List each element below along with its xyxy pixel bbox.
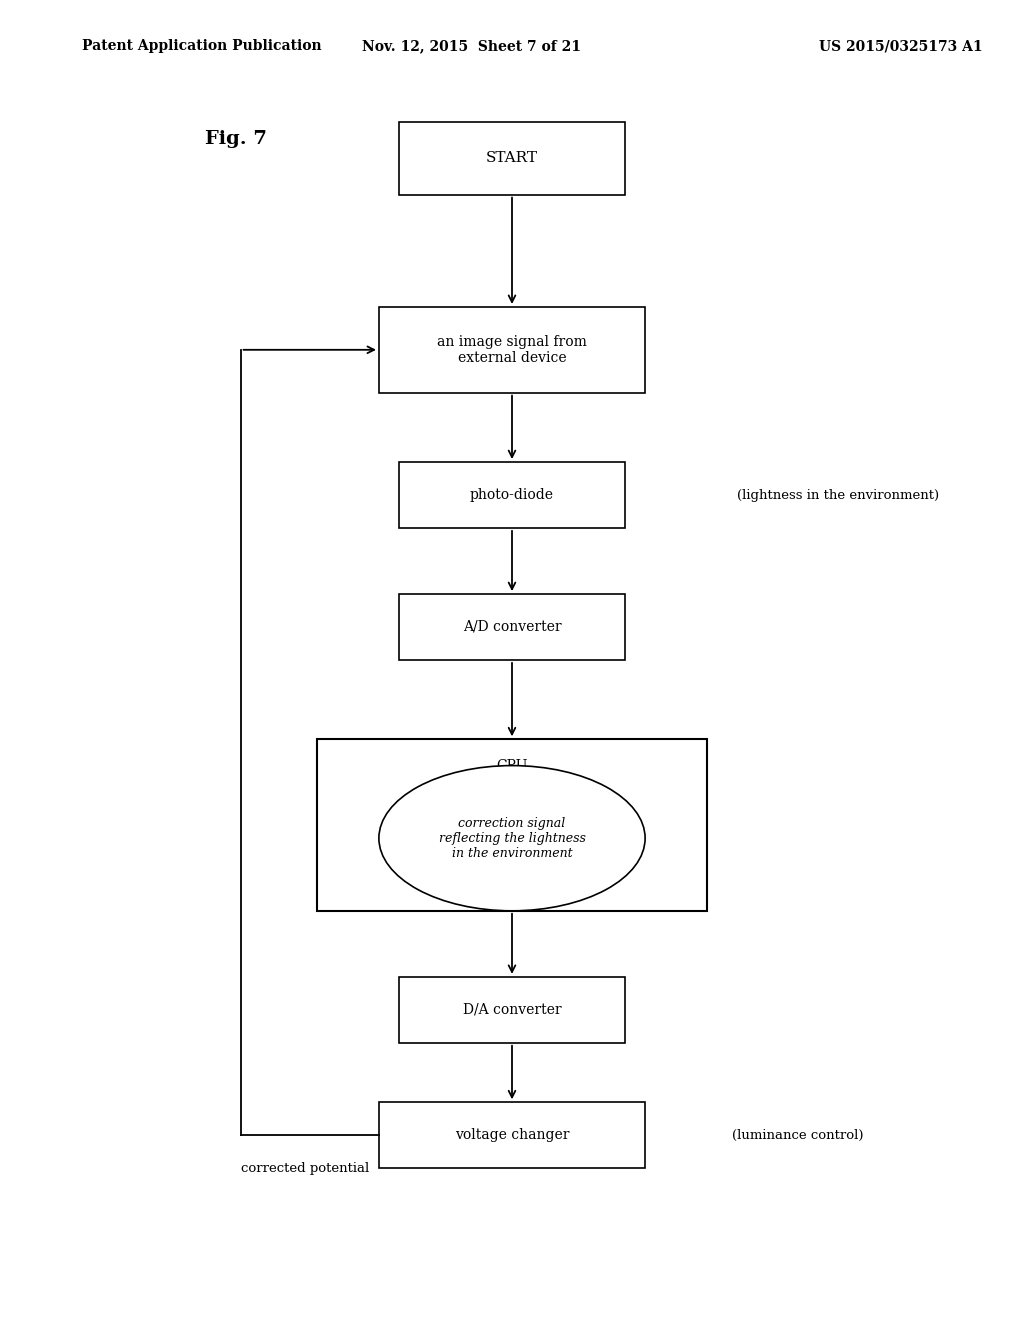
Ellipse shape: [379, 766, 645, 911]
Text: Fig. 7: Fig. 7: [205, 129, 266, 148]
Text: Nov. 12, 2015  Sheet 7 of 21: Nov. 12, 2015 Sheet 7 of 21: [361, 40, 581, 53]
Text: voltage changer: voltage changer: [455, 1129, 569, 1142]
Text: START: START: [486, 152, 538, 165]
FancyBboxPatch shape: [399, 121, 625, 195]
FancyBboxPatch shape: [379, 1102, 645, 1168]
Text: CPU: CPU: [497, 759, 527, 774]
FancyBboxPatch shape: [317, 739, 707, 911]
Text: US 2015/0325173 A1: US 2015/0325173 A1: [819, 40, 983, 53]
Text: D/A converter: D/A converter: [463, 1003, 561, 1016]
Text: an image signal from
external device: an image signal from external device: [437, 335, 587, 364]
FancyBboxPatch shape: [379, 306, 645, 393]
Text: corrected potential: corrected potential: [241, 1162, 369, 1175]
Text: A/D converter: A/D converter: [463, 620, 561, 634]
FancyBboxPatch shape: [399, 462, 625, 528]
Text: Patent Application Publication: Patent Application Publication: [82, 40, 322, 53]
Text: correction signal
reflecting the lightness
in the environment: correction signal reflecting the lightne…: [438, 817, 586, 859]
Text: photo-diode: photo-diode: [470, 488, 554, 502]
FancyBboxPatch shape: [399, 594, 625, 660]
Text: (lightness in the environment): (lightness in the environment): [737, 488, 939, 502]
FancyBboxPatch shape: [399, 977, 625, 1043]
Text: (luminance control): (luminance control): [732, 1129, 863, 1142]
